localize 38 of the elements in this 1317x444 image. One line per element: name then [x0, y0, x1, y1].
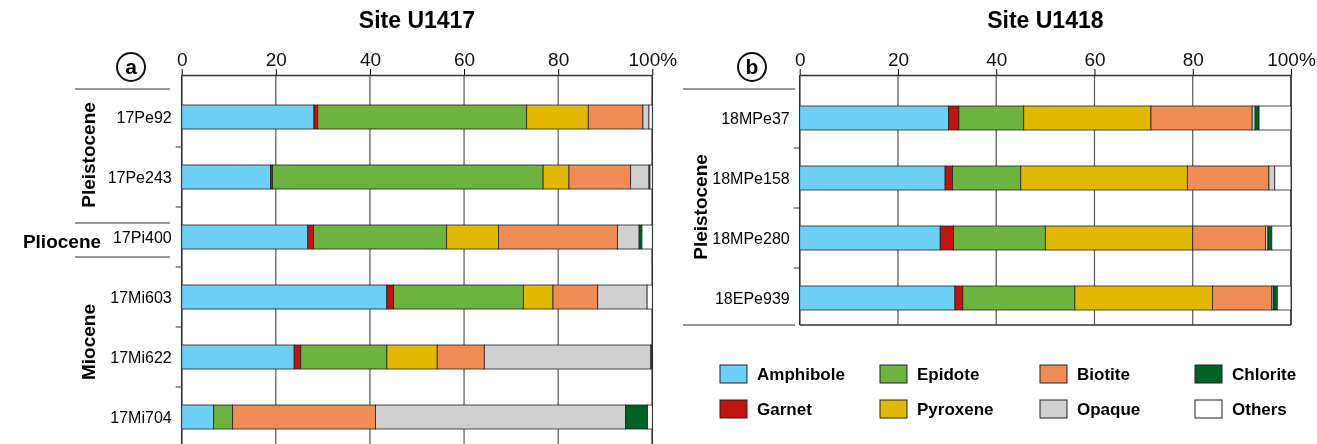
legend-label: Biotite	[1077, 364, 1130, 384]
x-tick-label: 40	[359, 49, 382, 70]
x-tick-label: 0	[794, 49, 806, 70]
text: Miocene	[77, 303, 99, 381]
y-tick-label: 18MPe37	[721, 109, 790, 127]
legend-label: Garnet	[757, 399, 813, 419]
text: b	[745, 55, 759, 79]
x-tick-label: 80	[1182, 49, 1204, 70]
y-tick-label: 18MPe280	[712, 229, 790, 247]
y-tick-label: 17Mi622	[110, 348, 172, 366]
y-tick-label: 17Pe243	[107, 168, 172, 186]
chart-title: Site U1418	[987, 7, 1104, 33]
chart-title: Site U1417	[358, 7, 476, 33]
x-tick-label: 100%	[1267, 49, 1316, 70]
y-tick-label: 18EPe939	[714, 289, 790, 307]
x-tick-label: 20	[265, 49, 287, 70]
x-tick-label: 40	[986, 49, 1008, 70]
x-tick-label: 0	[176, 49, 188, 70]
legend-label: Chlorite	[1232, 364, 1297, 384]
x-tick-label: 60	[1084, 49, 1106, 70]
y-tick-label: 17Mi704	[110, 408, 172, 426]
y-tick-label: 17Pe92	[116, 108, 172, 126]
legend-label: Amphibole	[757, 364, 845, 384]
y-tick-label: 17Pi400	[112, 228, 172, 246]
legend-label: Others	[1232, 399, 1287, 419]
x-tick-label: 60	[453, 49, 476, 70]
text: Pleistocene	[689, 154, 711, 260]
legend-label: Epidote	[917, 364, 980, 384]
legend-label: Opaque	[1077, 399, 1141, 419]
legend-label: Pyroxene	[917, 399, 994, 419]
x-tick-label: 20	[887, 49, 910, 70]
text: a	[125, 55, 138, 79]
y-tick-label: 18MPe158	[712, 169, 790, 187]
text: Pleistocene	[77, 102, 99, 208]
y-tick-label: 17Mi603	[110, 288, 172, 306]
x-tick-label: 80	[548, 49, 570, 70]
x-tick-label: 100%	[628, 49, 678, 70]
text: Pliocene	[22, 230, 102, 252]
